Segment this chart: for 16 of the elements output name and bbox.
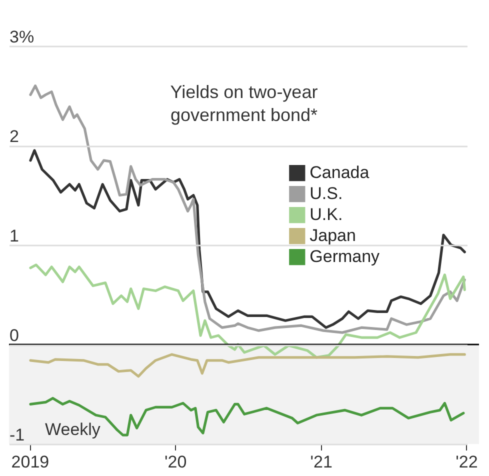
y-tick-label: 2 (10, 127, 19, 146)
annotation: Weekly (45, 420, 101, 439)
y-tick-label: 3% (10, 28, 34, 46)
x-tick-label: 2019 (11, 452, 50, 472)
legend-label: U.S. (310, 184, 343, 204)
y-tick-label: 0 (10, 326, 19, 345)
legend-label: Japan (310, 226, 356, 246)
legend-label: Canada (310, 163, 370, 182)
x-tick-label: '21 (310, 452, 332, 472)
text: Yields on two-year government bond* (170, 82, 318, 125)
y-tick-label: -1 (10, 426, 25, 444)
legend-label: U.K. (310, 205, 343, 224)
x-tick-label: '22 (456, 452, 478, 472)
legend-label: Germany (310, 247, 380, 266)
y-tick-label: 1 (10, 226, 19, 246)
x-tick-label: '20 (164, 452, 187, 472)
